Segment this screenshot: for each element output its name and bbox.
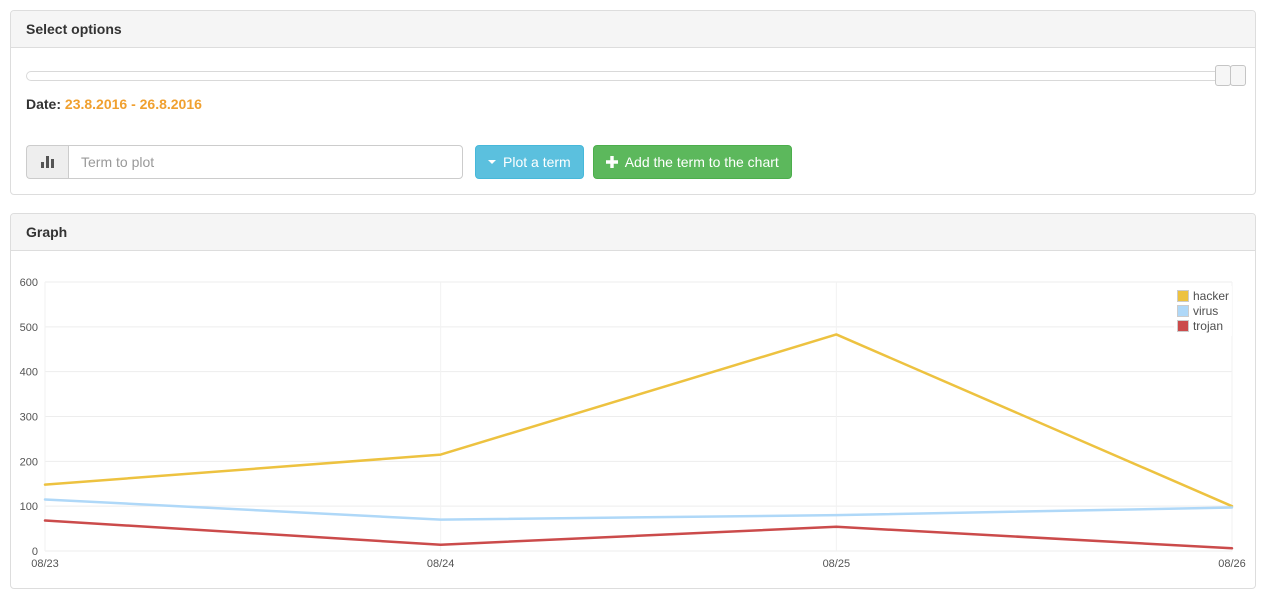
term-input[interactable]: [68, 145, 463, 179]
legend-item-hacker: hacker: [1176, 289, 1229, 303]
legend-label-trojan: trojan: [1192, 319, 1223, 333]
term-form-row: Plot a term Add the term to the chart: [26, 145, 1240, 179]
date-label: Date:: [26, 96, 62, 112]
y-tick-label: 500: [20, 322, 38, 334]
graph-header: Graph: [11, 214, 1255, 251]
add-term-button[interactable]: Add the term to the chart: [592, 145, 792, 179]
x-tick-label: 08/23: [31, 558, 59, 570]
y-tick-label: 0: [32, 546, 38, 558]
y-tick-label: 400: [20, 367, 38, 379]
date-range-slider[interactable]: [26, 65, 1246, 86]
legend-swatch-virus: [1176, 305, 1189, 317]
y-tick-label: 300: [20, 412, 38, 424]
term-input-group: [26, 145, 463, 179]
line-chart: 0 100 200 300 400 500 600 08/23 08/24 08/25 08/26 …: [20, 266, 1246, 573]
legend-label-hacker: hacker: [1192, 289, 1229, 303]
plot-term-button-label: Plot a term: [503, 154, 571, 170]
legend-swatch-trojan: [1176, 320, 1189, 332]
x-tick-label: 08/25: [823, 558, 851, 570]
y-tick-label: 100: [20, 501, 38, 513]
legend-item-virus: virus: [1176, 304, 1229, 318]
legend-item-trojan: trojan: [1176, 319, 1229, 333]
date-line: Date: 23.8.2016 - 26.8.2016: [26, 96, 1240, 112]
slider-handle-start[interactable]: [1215, 65, 1231, 86]
legend-swatch-hacker: [1176, 290, 1189, 302]
series-line-virus: [43, 498, 1234, 521]
select-options-title: Select options: [26, 21, 122, 37]
chart-legend: hacker virus trojan: [1173, 286, 1232, 336]
graph-panel: Graph 0 100 200 300 400 500 600 08/23 08/24 08/25…: [10, 213, 1256, 589]
legend-label-virus: virus: [1192, 304, 1219, 318]
y-tick-label: 600: [20, 277, 38, 289]
series-line-hacker: [43, 333, 1234, 508]
y-tick-label: 200: [20, 456, 38, 468]
select-options-body: Date: 23.8.2016 - 26.8.2016: [11, 48, 1255, 194]
plus-icon: [605, 156, 618, 168]
date-range-value: 23.8.2016 - 26.8.2016: [64, 96, 202, 112]
slider-handle-end[interactable]: [1230, 65, 1246, 86]
bar-chart-icon: [26, 145, 68, 179]
select-options-panel: Select options Date: 23.8.2016 - 26.8.20…: [10, 10, 1256, 195]
select-options-header: Select options: [11, 11, 1255, 48]
series-line-trojan: [43, 519, 1234, 550]
graph-body: 0 100 200 300 400 500 600 08/23 08/24 08/25 08/26 …: [11, 251, 1255, 588]
graph-title: Graph: [26, 224, 68, 240]
add-term-button-label: Add the term to the chart: [624, 154, 779, 170]
plot-term-button[interactable]: Plot a term: [475, 145, 584, 179]
x-tick-label: 08/26: [1218, 558, 1246, 570]
caret-down-icon: [488, 160, 496, 164]
x-tick-label: 08/24: [427, 558, 455, 570]
line-chart-canvas: 0 100 200 300 400 500 600 08/23 08/24 08/25 08/26: [20, 277, 1246, 570]
